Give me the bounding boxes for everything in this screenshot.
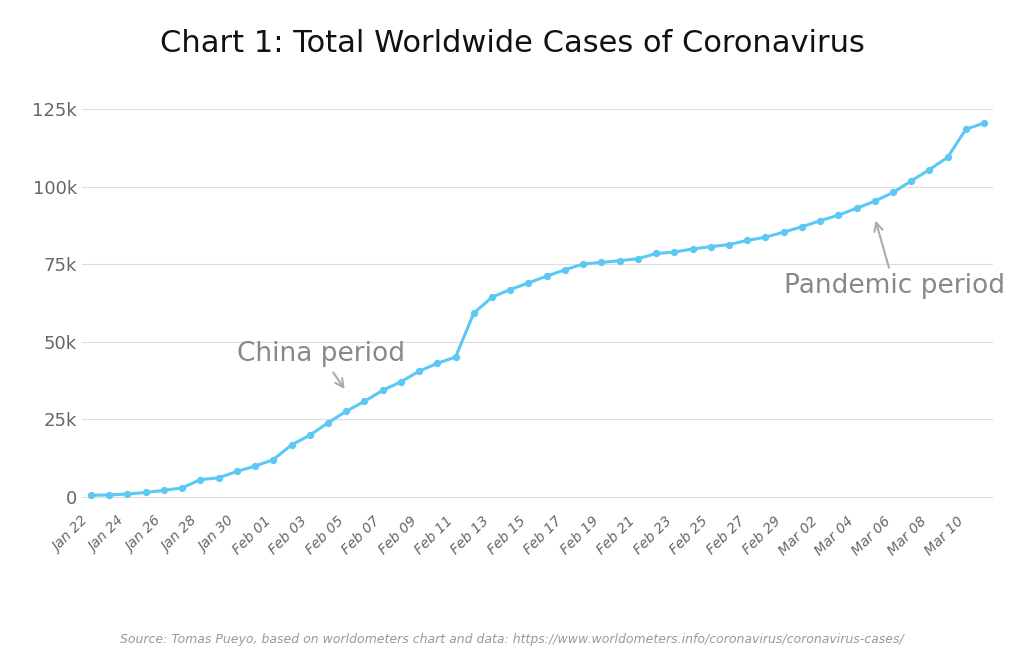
Point [903, 176, 920, 186]
Point [119, 489, 135, 500]
Point [830, 210, 847, 221]
Point [247, 461, 263, 471]
Point [575, 259, 592, 269]
Point [848, 203, 864, 214]
Point [922, 165, 938, 175]
Point [411, 366, 427, 376]
Point [466, 308, 482, 319]
Point [83, 490, 99, 500]
Point [648, 248, 665, 259]
Point [739, 235, 756, 246]
Point [702, 242, 719, 252]
Point [137, 487, 154, 498]
Point [866, 196, 883, 206]
Point [174, 483, 190, 493]
Point [265, 454, 282, 465]
Point [301, 430, 317, 441]
Point [502, 284, 518, 295]
Text: Chart 1: Total Worldwide Cases of Coronavirus: Chart 1: Total Worldwide Cases of Corona… [160, 29, 864, 58]
Text: Pandemic period: Pandemic period [783, 223, 1005, 299]
Point [666, 247, 682, 257]
Point [775, 227, 792, 237]
Point [447, 352, 464, 362]
Point [101, 490, 118, 500]
Point [228, 466, 245, 477]
Point [812, 215, 828, 226]
Point [193, 475, 209, 485]
Point [520, 278, 537, 288]
Point [684, 244, 700, 254]
Point [557, 264, 573, 275]
Point [429, 358, 445, 368]
Point [885, 187, 901, 198]
Point [338, 406, 354, 417]
Point [392, 377, 409, 387]
Point [976, 118, 992, 128]
Point [284, 439, 300, 450]
Point [611, 255, 628, 266]
Point [957, 124, 974, 135]
Text: China period: China period [237, 342, 404, 387]
Point [375, 385, 391, 396]
Point [211, 473, 227, 483]
Point [356, 396, 373, 407]
Point [484, 292, 501, 302]
Point [593, 257, 609, 268]
Point [156, 485, 172, 496]
Text: Source: Tomas Pueyo, based on worldometers chart and data: https://www.worldomet: Source: Tomas Pueyo, based on worldomete… [120, 633, 904, 646]
Point [630, 253, 646, 264]
Point [940, 152, 956, 163]
Point [319, 418, 336, 428]
Point [757, 232, 774, 242]
Point [539, 271, 555, 281]
Point [721, 240, 737, 250]
Point [794, 221, 810, 232]
